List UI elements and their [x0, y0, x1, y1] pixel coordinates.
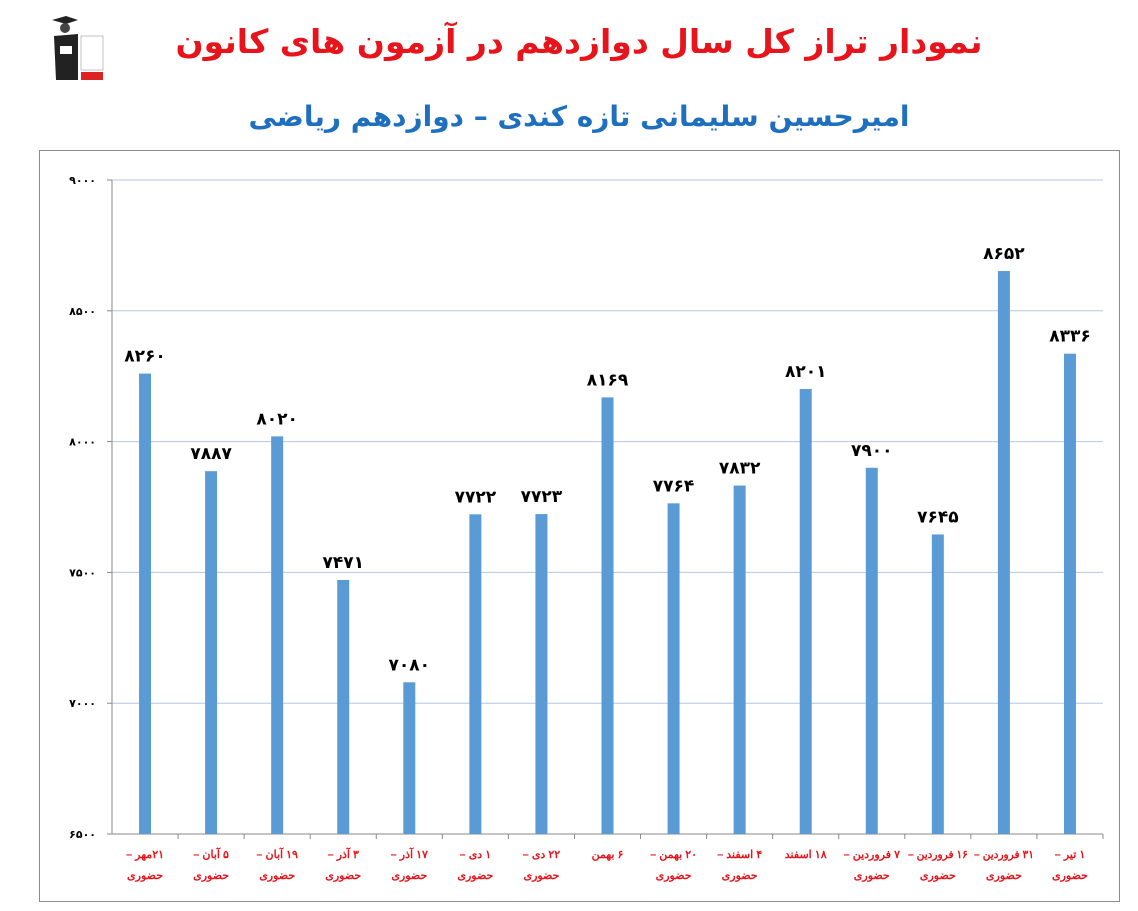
- bar: [535, 514, 548, 834]
- y-tick-label: ۶۵۰۰: [69, 828, 96, 841]
- category-label-line2: حضوری: [127, 870, 163, 882]
- data-label: ۷۴۷۱: [322, 553, 364, 573]
- data-label: ۸۳۳۶: [1049, 327, 1091, 347]
- data-label: ۸۱۶۹: [587, 370, 629, 390]
- category-label: ۵ آبان –: [193, 847, 229, 861]
- bar: [271, 436, 284, 834]
- bar: [469, 514, 482, 834]
- category-label-line2: حضوری: [986, 870, 1022, 882]
- data-label: ۷۷۶۴: [653, 476, 695, 496]
- category-label-line2: حضوری: [391, 870, 427, 882]
- data-label: ۷۷۲۳: [521, 487, 563, 507]
- y-tick-label: ۷۰۰۰: [69, 697, 96, 710]
- category-label-line2: حضوری: [193, 870, 229, 882]
- category-label-line2: حضوری: [1052, 870, 1088, 882]
- chart-subtitle: امیرحسین سلیمانی تازه کندی – دوازدهم ریا…: [248, 100, 910, 133]
- bar: [799, 389, 812, 834]
- category-label-line2: حضوری: [854, 870, 890, 882]
- y-tick-label: ۸۵۰۰: [69, 305, 96, 318]
- category-label-line2: حضوری: [457, 870, 493, 882]
- data-label: ۷۰۸۰: [389, 655, 431, 675]
- bar: [601, 397, 614, 834]
- category-label: ۲۰ بهمن –: [650, 849, 697, 861]
- bar: [865, 467, 878, 834]
- category-label: ۱۷ آذر –: [391, 847, 428, 861]
- data-label: ۸۲۰۱: [785, 362, 827, 382]
- chart-title: نمودار تراز کل سال دوازدهم در آزمون های …: [175, 22, 983, 61]
- kanoon-logo: [48, 14, 106, 84]
- category-label: ۴ اسفند –: [717, 849, 762, 861]
- category-label: ۷ فروردین –: [844, 849, 901, 861]
- bar: [733, 485, 746, 834]
- category-label: ۲۱مهر –: [126, 849, 164, 861]
- bar: [931, 534, 944, 834]
- data-label: ۸۶۵۲: [983, 244, 1025, 264]
- bar: [139, 373, 152, 834]
- bar: [667, 503, 680, 834]
- data-label: ۷۶۴۵: [917, 507, 959, 527]
- data-label: ۷۸۸۷: [190, 444, 232, 464]
- bar: [337, 579, 350, 834]
- category-label: ۱۸ اسفند: [785, 849, 827, 861]
- bar: [205, 471, 218, 834]
- bar: [997, 271, 1010, 834]
- bar: [1063, 353, 1076, 834]
- category-label: ۲۲ دی –: [523, 849, 561, 861]
- y-tick-label: ۸۰۰۰: [69, 436, 96, 449]
- data-label: ۸۰۲۰: [256, 409, 298, 429]
- bar: [403, 682, 416, 834]
- category-label: ۳۱ فروردین –: [974, 849, 1034, 861]
- category-label-line2: حضوری: [920, 870, 956, 882]
- category-label-line2: حضوری: [523, 870, 559, 882]
- y-tick-label: ۷۵۰۰: [69, 566, 96, 579]
- data-label: ۷۷۲۲: [455, 487, 497, 507]
- category-label: ۳ آذر –: [328, 847, 360, 861]
- category-label: ۱۹ آبان –: [256, 847, 298, 861]
- data-label: ۷۸۳۲: [719, 459, 761, 479]
- category-label: ۶ بهمن: [592, 849, 624, 861]
- data-label: ۷۹۰۰: [851, 441, 893, 461]
- category-label: ۱ تیر –: [1055, 849, 1086, 861]
- category-label-line2: حضوری: [259, 870, 295, 882]
- category-label-line2: حضوری: [656, 870, 692, 882]
- category-label: ۱۶ فروردین –: [908, 849, 968, 861]
- chart-frame: [39, 150, 1120, 902]
- category-label: ۱ دی –: [460, 849, 492, 861]
- category-label-line2: حضوری: [722, 870, 758, 882]
- y-tick-label: ۹۰۰۰: [69, 174, 96, 187]
- category-label-line2: حضوری: [325, 870, 361, 882]
- data-label: ۸۲۶۰: [124, 347, 166, 367]
